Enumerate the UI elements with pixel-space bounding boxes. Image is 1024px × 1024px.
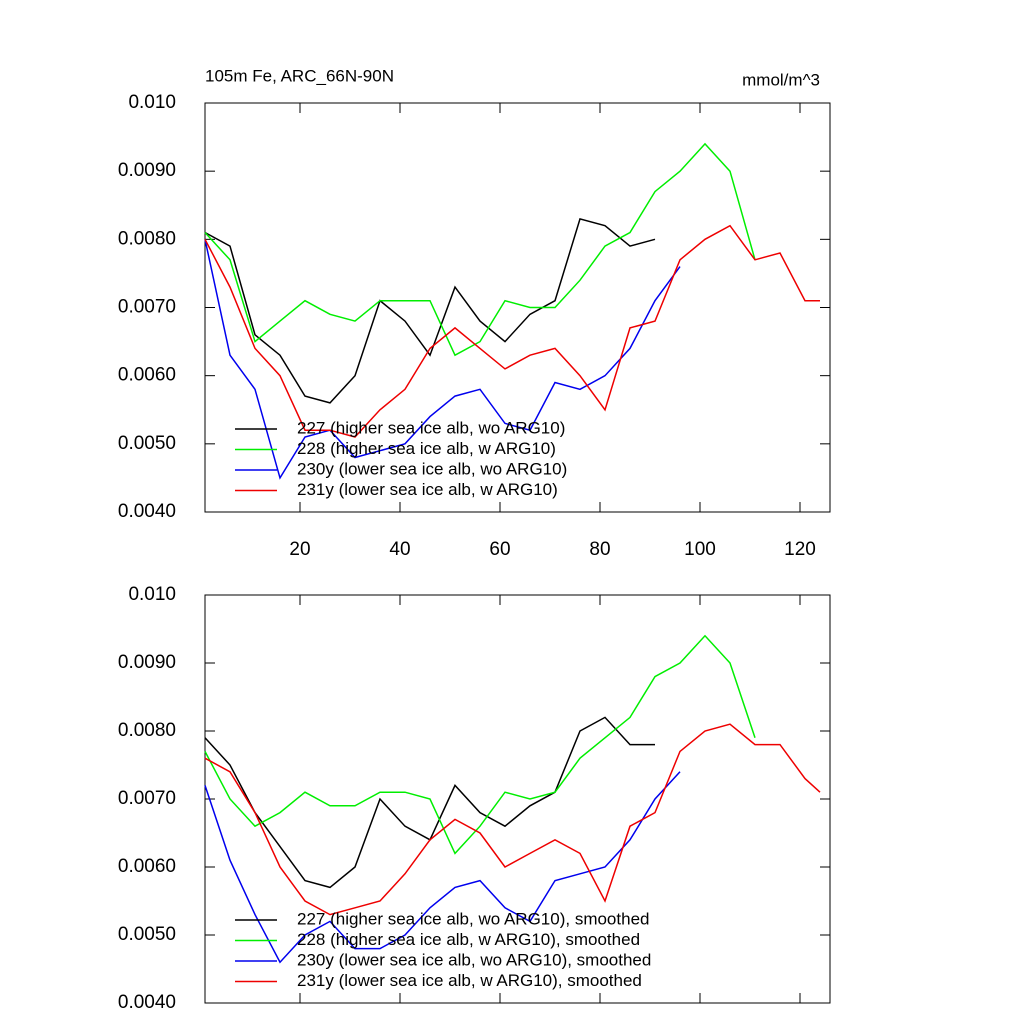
units-label: mmol/m^3 (742, 70, 820, 89)
y-tick-label: 0.0050 (118, 924, 176, 945)
series-line (204, 217, 656, 404)
y-tick-label: 0.0070 (118, 297, 176, 318)
y-tick-label: 0.0090 (118, 160, 176, 181)
series-line (204, 723, 821, 916)
y-tick-label: 0.010 (128, 92, 176, 113)
x-tick-label: 120 (784, 539, 816, 560)
x-tick-label: 100 (684, 539, 716, 560)
y-tick-label: 0.0060 (118, 365, 176, 386)
series-line (204, 224, 820, 438)
legend-label: 227 (higher sea ice alb, wo ARG10) (297, 418, 565, 437)
y-tick-label: 0.010 (128, 584, 176, 605)
x-tick-label: 60 (489, 539, 510, 560)
y-tick-label: 0.0050 (118, 433, 176, 454)
x-tick-label: 80 (589, 539, 610, 560)
y-tick-label: 0.0070 (118, 788, 176, 809)
legend-label: 230y (lower sea ice alb, wo ARG10), smoo… (297, 950, 651, 969)
y-tick-label: 0.0080 (118, 228, 176, 249)
y-tick-label: 0.0060 (118, 856, 176, 877)
y-tick-label: 0.0090 (118, 652, 176, 673)
legend-label: 231y (lower sea ice alb, w ARG10) (297, 480, 558, 499)
series-line (204, 716, 655, 889)
series-line (204, 239, 681, 480)
legend-label: 230y (lower sea ice alb, wo ARG10) (297, 459, 567, 478)
y-tick-label: 0.0040 (118, 501, 176, 522)
chart-title: 105m Fe, ARC_66N-90N (205, 66, 394, 85)
series-line (204, 634, 756, 855)
y-tick-label: 0.0040 (118, 992, 176, 1013)
x-tick-label: 20 (289, 539, 310, 560)
series-line (204, 771, 681, 964)
legend-label: 228 (higher sea ice alb, w ARG10) (297, 439, 556, 458)
x-tick-label: 40 (389, 539, 410, 560)
y-tick-label: 0.0080 (118, 720, 176, 741)
legend-label: 228 (higher sea ice alb, w ARG10), smoot… (297, 930, 640, 949)
legend-label: 227 (higher sea ice alb, wo ARG10), smoo… (297, 909, 649, 928)
legend-label: 231y (lower sea ice alb, w ARG10), smoot… (297, 971, 642, 990)
series-line (204, 142, 756, 357)
